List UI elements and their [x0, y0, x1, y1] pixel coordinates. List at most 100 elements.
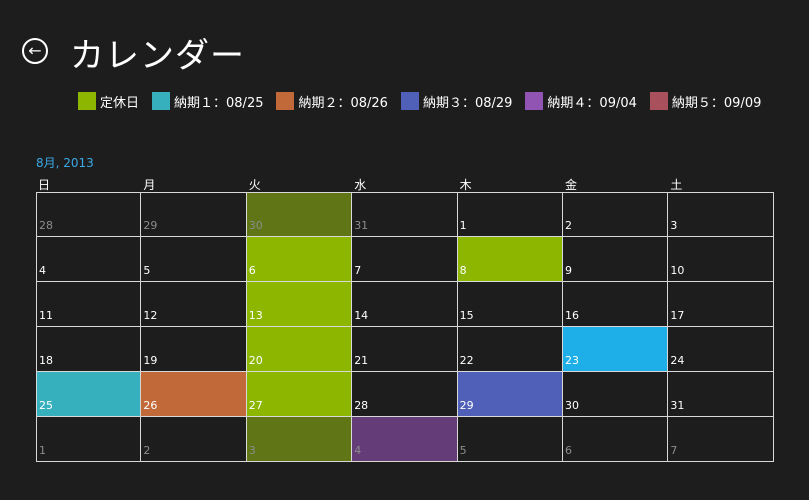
day-cell[interactable]: 1 — [457, 192, 563, 237]
day-number: 31 — [354, 219, 369, 232]
day-number: 31 — [670, 399, 685, 412]
day-number: 1 — [459, 219, 467, 232]
back-arrow-icon: ← — [28, 41, 42, 60]
day-number: 5 — [143, 264, 151, 277]
day-number: 12 — [143, 309, 158, 322]
day-number: 20 — [248, 354, 263, 367]
day-cell[interactable]: 30 — [563, 372, 669, 417]
legend-item: 納期２：08/26 — [276, 92, 388, 111]
calendar-grid: 28 29 30 31 1 2 3 4 5 6 7 8 9 10 11 12 13 14 15 16 17 18 19 20 2… — [36, 192, 774, 462]
weekday-label: 火 — [248, 178, 261, 192]
day-cell[interactable]: 8 — [457, 237, 563, 282]
legend: 定休日 納期１：08/25 納期２：08/26 納期３：08/29 納期４：09/04 納… — [78, 91, 774, 111]
day-cell[interactable]: 5 — [141, 237, 247, 282]
legend-item: 納期４：09/04 — [525, 92, 637, 111]
weekday-label: 木 — [459, 178, 472, 192]
day-number: 5 — [459, 444, 467, 457]
day-cell[interactable]: 6 — [246, 237, 353, 282]
legend-swatch — [276, 92, 295, 110]
back-button[interactable]: ← — [22, 38, 48, 64]
day-number: 26 — [143, 399, 158, 412]
day-cell[interactable]: 29 — [141, 192, 247, 237]
day-number: 6 — [565, 444, 572, 457]
day-number: 8 — [459, 264, 467, 277]
weekday-label: 土 — [670, 178, 683, 192]
legend-item: 定休日 — [78, 92, 139, 111]
weekday-label: 水 — [354, 178, 367, 192]
page-title: カレンダー — [70, 36, 245, 76]
legend-label: 納期３：08/29 — [422, 95, 513, 111]
day-number: 7 — [670, 444, 678, 457]
day-number: 25 — [39, 399, 53, 412]
day-cell[interactable]: 5 — [457, 417, 563, 462]
legend-swatch — [649, 92, 668, 110]
day-cell[interactable]: 21 — [352, 327, 458, 372]
day-number: 16 — [565, 309, 579, 322]
day-cell[interactable]: 9 — [563, 237, 669, 282]
legend-item: 納期１：08/25 — [152, 92, 263, 111]
day-cell[interactable]: 7 — [668, 417, 774, 462]
day-cell[interactable]: 30 — [246, 192, 353, 237]
day-cell[interactable]: 2 — [563, 192, 669, 237]
day-cell[interactable]: 2 — [141, 417, 247, 462]
day-number: 17 — [670, 309, 685, 322]
weekday-header: 日月火水木金土 — [36, 176, 774, 192]
day-number: 2 — [143, 444, 151, 457]
day-number: 29 — [143, 219, 158, 232]
day-cell[interactable]: 13 — [246, 282, 353, 327]
day-cell[interactable]: 28 — [352, 372, 458, 417]
day-number: 1 — [39, 444, 46, 457]
day-cell[interactable]: 18 — [36, 327, 142, 372]
day-number: 9 — [565, 264, 572, 277]
day-number: 3 — [248, 444, 256, 457]
legend-label: 納期４：09/04 — [547, 95, 637, 111]
legend-swatch — [525, 92, 544, 110]
day-cell[interactable]: 27 — [246, 372, 353, 417]
day-cell[interactable]: 11 — [36, 282, 142, 327]
day-number: 10 — [670, 264, 685, 277]
day-cell[interactable]: 31 — [352, 192, 458, 237]
day-number: 6 — [248, 264, 256, 277]
day-cell[interactable]: 28 — [36, 192, 142, 237]
day-cell[interactable]: 22 — [457, 327, 563, 372]
day-number: 24 — [670, 354, 685, 367]
day-cell[interactable]: 19 — [141, 327, 247, 372]
day-cell[interactable]: 23 — [563, 327, 669, 372]
day-cell[interactable]: 14 — [352, 282, 458, 327]
day-number: 23 — [565, 354, 579, 367]
weekday-label: 月 — [143, 178, 156, 192]
day-cell[interactable]: 4 — [352, 417, 458, 462]
day-cell[interactable]: 12 — [141, 282, 247, 327]
day-cell[interactable]: 24 — [668, 327, 774, 372]
day-number: 14 — [354, 309, 369, 322]
day-cell[interactable]: 20 — [246, 327, 353, 372]
legend-item: 納期３：08/29 — [400, 92, 513, 111]
day-number: 30 — [248, 219, 263, 232]
weekday-label: 日 — [38, 178, 51, 192]
day-cell[interactable]: 25 — [36, 372, 142, 417]
day-number: 30 — [565, 399, 579, 412]
day-cell[interactable]: 4 — [36, 237, 142, 282]
day-cell[interactable]: 15 — [457, 282, 563, 327]
legend-swatch — [400, 92, 419, 110]
day-cell[interactable]: 3 — [668, 192, 774, 237]
day-cell[interactable]: 26 — [141, 372, 247, 417]
day-cell[interactable]: 16 — [563, 282, 669, 327]
day-number: 4 — [39, 264, 46, 277]
day-cell[interactable]: 31 — [668, 372, 774, 417]
day-cell[interactable]: 7 — [352, 237, 458, 282]
day-number: 22 — [459, 354, 474, 367]
day-number: 11 — [39, 309, 53, 322]
day-cell[interactable]: 1 — [36, 417, 142, 462]
day-number: 2 — [565, 219, 572, 232]
day-cell[interactable]: 10 — [668, 237, 774, 282]
day-number: 4 — [354, 444, 362, 457]
legend-label: 納期１：08/25 — [174, 95, 264, 111]
day-cell[interactable]: 6 — [563, 417, 669, 462]
day-cell[interactable]: 17 — [668, 282, 774, 327]
legend-label: 納期５：09/09 — [671, 95, 762, 111]
day-cell[interactable]: 29 — [457, 372, 563, 417]
day-cell[interactable]: 3 — [246, 417, 353, 462]
legend-label: 納期２：08/26 — [298, 95, 388, 111]
day-number: 28 — [39, 219, 53, 232]
